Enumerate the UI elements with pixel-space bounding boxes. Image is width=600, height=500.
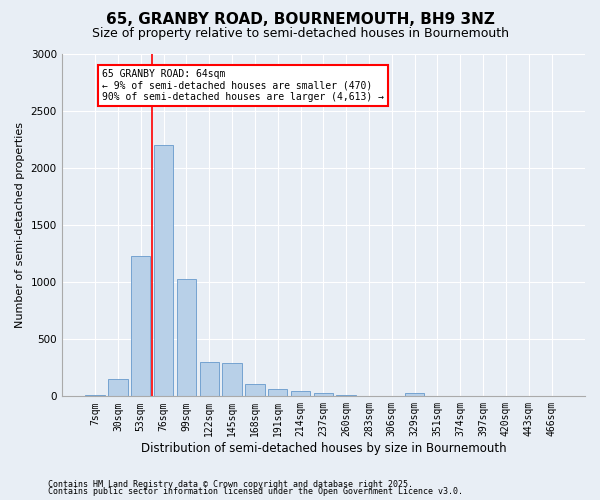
Bar <box>108 379 128 396</box>
Bar <box>268 390 287 396</box>
Text: Contains public sector information licensed under the Open Government Licence v3: Contains public sector information licen… <box>48 487 463 496</box>
Bar <box>291 390 310 396</box>
Bar <box>85 395 105 396</box>
Bar <box>314 394 333 396</box>
Bar <box>337 395 356 396</box>
Bar <box>131 256 151 396</box>
Bar <box>223 362 242 396</box>
Bar <box>200 362 219 396</box>
Text: 65, GRANBY ROAD, BOURNEMOUTH, BH9 3NZ: 65, GRANBY ROAD, BOURNEMOUTH, BH9 3NZ <box>106 12 494 28</box>
Bar <box>245 384 265 396</box>
Text: Contains HM Land Registry data © Crown copyright and database right 2025.: Contains HM Land Registry data © Crown c… <box>48 480 413 489</box>
Bar <box>405 394 424 396</box>
Text: 65 GRANBY ROAD: 64sqm
← 9% of semi-detached houses are smaller (470)
90% of semi: 65 GRANBY ROAD: 64sqm ← 9% of semi-detac… <box>102 69 384 102</box>
Text: Size of property relative to semi-detached houses in Bournemouth: Size of property relative to semi-detach… <box>91 26 509 40</box>
Bar <box>154 146 173 396</box>
X-axis label: Distribution of semi-detached houses by size in Bournemouth: Distribution of semi-detached houses by … <box>140 442 506 455</box>
Bar <box>177 279 196 396</box>
Y-axis label: Number of semi-detached properties: Number of semi-detached properties <box>15 122 25 328</box>
